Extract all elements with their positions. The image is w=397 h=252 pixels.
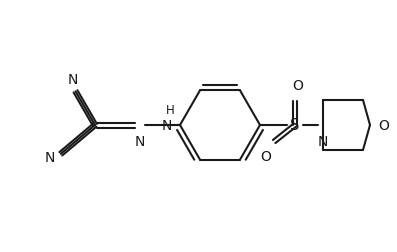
Text: O: O xyxy=(260,149,272,163)
Text: O: O xyxy=(378,118,389,133)
Text: N: N xyxy=(162,118,172,133)
Text: H: H xyxy=(166,104,174,116)
Text: N: N xyxy=(318,135,328,148)
Text: N: N xyxy=(44,150,55,164)
Text: N: N xyxy=(135,135,145,148)
Text: S: S xyxy=(290,118,300,133)
Text: O: O xyxy=(293,79,303,93)
Text: N: N xyxy=(68,73,78,87)
